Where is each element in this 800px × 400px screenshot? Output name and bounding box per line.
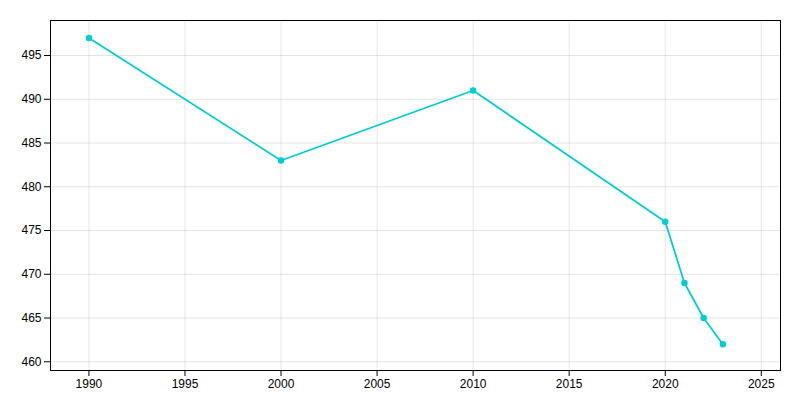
svg-text:2025: 2025	[748, 377, 775, 391]
svg-text:2005: 2005	[364, 377, 391, 391]
svg-text:2020: 2020	[652, 377, 679, 391]
svg-text:475: 475	[21, 223, 41, 237]
svg-text:485: 485	[21, 136, 41, 150]
svg-text:480: 480	[21, 180, 41, 194]
svg-text:1990: 1990	[76, 377, 103, 391]
svg-text:2015: 2015	[556, 377, 583, 391]
svg-text:470: 470	[21, 267, 41, 281]
svg-text:490: 490	[21, 92, 41, 106]
svg-text:2010: 2010	[460, 377, 487, 391]
svg-text:465: 465	[21, 311, 41, 325]
svg-text:460: 460	[21, 355, 41, 369]
svg-text:495: 495	[21, 48, 41, 62]
svg-text:1995: 1995	[172, 377, 199, 391]
svg-text:2000: 2000	[268, 377, 295, 391]
